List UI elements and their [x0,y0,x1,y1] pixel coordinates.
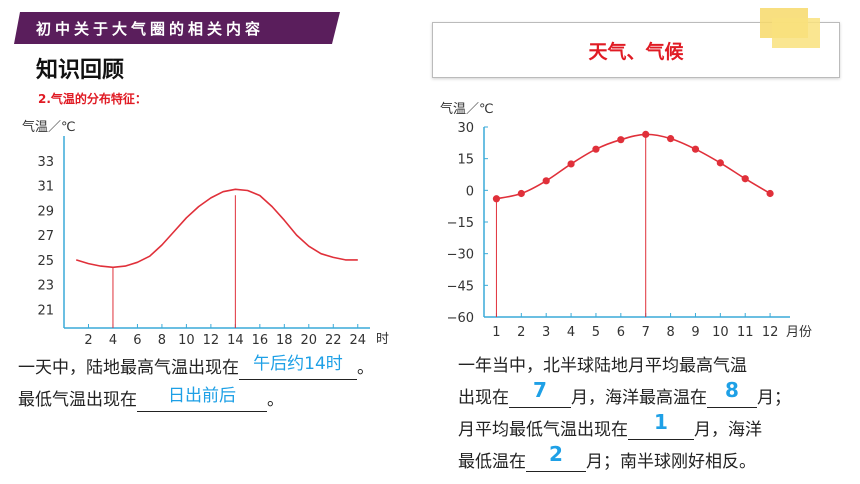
x-tick-label: 2 [84,333,92,348]
answer-text: 8 [725,378,739,402]
answer-blank: 日出前后 [137,386,267,412]
data-point [492,195,501,203]
y-axis-label: 气温／℃ [440,101,494,117]
x-tick-label: 12 [762,325,779,340]
section-banner: 初中关于大气圈的相关内容 [14,12,340,44]
subtitle: 2.气温的分布特征： [38,92,147,106]
x-tick-label: 11 [737,325,754,340]
data-point [567,160,575,168]
x-tick-label: 16 [252,333,269,348]
y-tick-label: 0 [466,184,474,199]
data-point [642,130,650,138]
annual-question-line1: 一年当中，北半球陆地月平均最高气温 [458,356,747,376]
y-tick-label: 23 [37,279,54,294]
y-tick-label: 25 [37,254,54,269]
x-tick-label: 6 [617,325,625,340]
banner-shape [14,12,340,44]
data-point [592,145,600,153]
question-text: 月； [757,388,791,408]
data-point [691,145,700,153]
x-tick-label: 6 [133,333,141,348]
data-point [542,177,550,185]
question-text: 。 [267,390,284,410]
x-tick-label: 9 [691,325,699,340]
data-point [517,189,525,198]
y-tick-label: 15 [457,153,474,168]
x-tick-label: 1 [492,325,500,340]
y-axis-label: 气温／℃ [22,119,76,135]
y-tick-label: −45 [447,279,474,294]
y-tick-label: 31 [37,180,54,195]
y-tick-label: 33 [37,155,54,170]
answer-blank: 7 [509,379,571,408]
y-tick-label: −60 [447,311,474,326]
x-tick-label: 22 [325,333,342,348]
x-tick-label: 12 [203,333,220,348]
answer-blank: 午后约14时 [239,354,357,380]
x-tick-label: 20 [301,333,318,348]
answer-text: 7 [533,378,547,402]
y-tick-label: −30 [447,248,474,263]
daily-question: 一天中，陆地最高气温出现在 午后约14时。 最低气温出现在 日出前后。 [18,352,374,416]
question-text: 一天中，陆地最高气温出现在 [18,358,239,378]
question-text: 月，海洋 [694,420,762,440]
x-tick-label: 4 [109,333,117,348]
answer-blank: 1 [628,411,694,440]
question-text: 月；南半球刚好相反。 [586,452,756,472]
y-tick-label: 30 [457,121,474,136]
question-text: 最低气温出现在 [18,390,137,410]
x-tick-label: 10 [712,325,729,340]
x-tick-label: 8 [158,333,166,348]
answer-text: 2 [549,442,563,466]
daily-question-line1: 一天中，陆地最高气温出现在 午后约14时。 [18,352,374,384]
data-point [716,159,724,167]
section-title: 知识回顾 [36,58,125,83]
x-tick-label: 8 [666,325,674,340]
question-text: 出现在 [458,388,509,408]
temperature-line [496,133,771,200]
temperature-line [75,188,358,269]
x-tick-label: 10 [178,333,195,348]
y-tick-label: −15 [447,216,474,231]
answer-text: 1 [654,410,668,434]
data-point [617,136,625,144]
y-tick-label: 21 [37,303,54,318]
data-point [766,189,774,198]
question-text: 月，海洋最高温在 [571,388,707,408]
x-tick-label: 4 [567,325,575,340]
x-tick-label: 24 [349,333,366,348]
annual-question-line4: 最低温在 2 月；南半球刚好相反。 [458,443,791,478]
x-tick-label: 3 [542,325,550,340]
x-tick-label: 5 [592,325,600,340]
question-text: 最低温在 [458,452,526,472]
y-tick-label: 29 [37,204,54,219]
x-tick-label: 7 [642,325,650,340]
answer-text: 午后约14时 [253,354,343,374]
daily-question-line2: 最低气温出现在 日出前后 。 [18,384,374,416]
x-axis-label: 时 [376,332,389,347]
answer-blank: 2 [526,443,586,472]
y-tick-label: 27 [37,229,54,244]
data-point [666,135,675,143]
sticky-note-decoration [772,18,820,48]
question-text: 月平均最低气温出现在 [458,420,628,440]
x-tick-label: 18 [276,333,293,348]
question-text: 。 [357,358,374,378]
banner-text: 初中关于大气圈的相关内容 [36,20,265,38]
data-point [741,175,749,183]
annual-question: 一年当中，北半球陆地月平均最高气温 出现在 7 月，海洋最高温在 8 月； 月平均最低气… [458,350,791,478]
topic-title: 天气、气候 [588,41,684,63]
x-tick-label: 14 [227,333,244,348]
annual-question-line3: 月平均最低气温出现在 1 月，海洋 [458,411,791,446]
answer-blank: 8 [707,379,757,408]
annual-question-line2: 出现在 7 月，海洋最高温在 8 月； [458,379,791,414]
answer-text: 日出前后 [168,386,236,406]
x-axis-label: 月份 [786,325,812,340]
x-tick-label: 2 [517,325,525,340]
